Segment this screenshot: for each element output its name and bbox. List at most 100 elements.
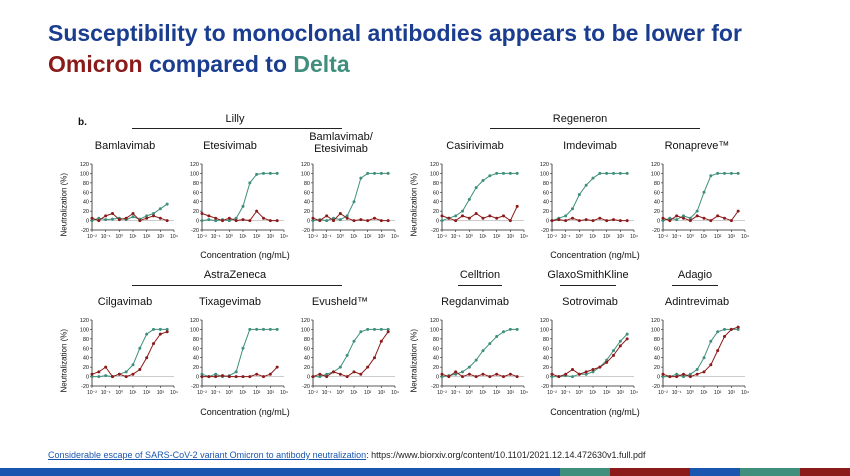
x-tick-label: 10⁻² (658, 390, 668, 396)
data-point (502, 171, 505, 175)
citation-url: : https://www.biorxiv.org/content/10.110… (366, 450, 646, 460)
y-tick-label: 60 (654, 346, 660, 352)
data-point (702, 190, 706, 194)
x-tick-label: 10¹ (239, 234, 247, 240)
data-point (716, 171, 720, 175)
data-point (612, 353, 615, 357)
x-tick-label: 10⁰ (116, 234, 124, 240)
data-point (262, 375, 265, 379)
plot-bamlavimab-etesivimab: -20 0 20 40 60 80 100 120 10⁻² 10⁻¹ 10⁰ 10¹ 10² 10³ 10… (301, 162, 399, 240)
y-tick-label: 80 (193, 181, 199, 187)
data-point (366, 327, 370, 331)
x-tick-label: 10⁰ (576, 234, 584, 240)
x-tick-label: 10³ (617, 390, 625, 396)
panel-letter: b. (78, 117, 87, 128)
y-tick-label: 100 (540, 171, 549, 177)
y-tick-label: 0 (657, 219, 660, 225)
data-point (275, 365, 279, 369)
citation-link[interactable]: Considerable escape of SARS-CoV-2 varian… (48, 450, 367, 460)
data-point (104, 374, 108, 378)
data-point (90, 372, 94, 376)
data-point (200, 372, 204, 376)
data-point (200, 219, 204, 223)
x-tick-label: 10² (143, 234, 151, 240)
y-tick-label: 0 (196, 375, 199, 381)
data-point (359, 372, 363, 376)
data-point (345, 353, 349, 357)
x-tick-label: 10⁻² (87, 390, 97, 396)
y-tick-label: 20 (83, 365, 89, 371)
data-point (268, 219, 272, 223)
series-line (441, 206, 518, 222)
data-point (104, 218, 108, 222)
y-tick-label: 60 (304, 346, 310, 352)
y-tick-label: 20 (193, 365, 199, 371)
data-point (577, 219, 581, 223)
y-tick-label: 40 (433, 200, 439, 206)
data-point (124, 375, 128, 379)
y-tick-label: 100 (190, 327, 199, 333)
data-point (262, 327, 265, 331)
title-part2: compared to (148, 51, 287, 77)
y-tick-label: 100 (651, 171, 660, 177)
data-point (158, 207, 162, 211)
data-point (591, 370, 595, 374)
slide-title: Susceptibility to monoclonal antibodies … (48, 18, 838, 80)
y-tick-label: 100 (430, 327, 439, 333)
x-tick-label: 10² (493, 390, 501, 396)
data-point (311, 216, 315, 220)
data-point (165, 330, 169, 334)
data-point (661, 375, 665, 379)
data-point (332, 219, 335, 223)
y-tick-label: 120 (540, 318, 549, 324)
data-point (373, 356, 376, 360)
title-part1: Susceptibility to monoclonal antibodies … (48, 20, 742, 46)
data-point (612, 171, 615, 175)
x-tick-label: 10³ (728, 390, 736, 396)
data-point (675, 214, 679, 218)
data-point (502, 214, 505, 218)
data-point (227, 216, 231, 220)
data-point (605, 358, 609, 362)
data-point (152, 214, 155, 218)
data-point (736, 209, 740, 213)
data-point (682, 372, 685, 376)
y-tick-label: 40 (304, 200, 310, 206)
data-point (311, 219, 315, 223)
footer-citation: Considerable escape of SARS-CoV-2 varian… (48, 450, 646, 460)
data-point (255, 172, 259, 176)
company-adagio: Adagio (677, 269, 713, 281)
x-tick-label: 10² (603, 390, 611, 396)
data-point (262, 216, 265, 220)
data-point (688, 219, 692, 223)
y-tick-label: -20 (431, 228, 439, 234)
data-point (241, 346, 245, 350)
x-tick-label: 10² (714, 390, 722, 396)
data-point (675, 372, 679, 376)
data-point (379, 327, 383, 331)
series-line (312, 172, 389, 222)
x-tick-label: 10⁰ (466, 390, 474, 396)
x-tick-label: 10¹ (479, 234, 487, 240)
data-point (467, 365, 471, 369)
y-tick-label: 120 (651, 162, 660, 168)
data-point (234, 219, 238, 223)
x-tick-label: 10⁰ (337, 390, 345, 396)
x-tick-label: 10⁻¹ (101, 234, 111, 240)
data-point (571, 207, 574, 211)
data-point (571, 375, 574, 379)
data-point (723, 171, 726, 175)
y-tick-label: 80 (304, 337, 310, 343)
x-tick-label: 10⁰ (687, 390, 695, 396)
title-delta: Delta (293, 51, 350, 77)
data-point (227, 375, 231, 379)
xlabel-regeneron: Concentration (ng/mL) (550, 250, 640, 260)
data-point (200, 375, 204, 379)
data-point (207, 218, 211, 222)
series-line (662, 326, 739, 378)
plot-bamlavimab: -20 0 20 40 60 80 100 120 10⁻² 10⁻¹ 10⁰ 10¹ 10² 10³ 10… (80, 162, 178, 240)
data-point (379, 339, 383, 343)
y-tick-label: 20 (543, 365, 549, 371)
data-point (702, 216, 706, 220)
data-point (111, 212, 114, 215)
